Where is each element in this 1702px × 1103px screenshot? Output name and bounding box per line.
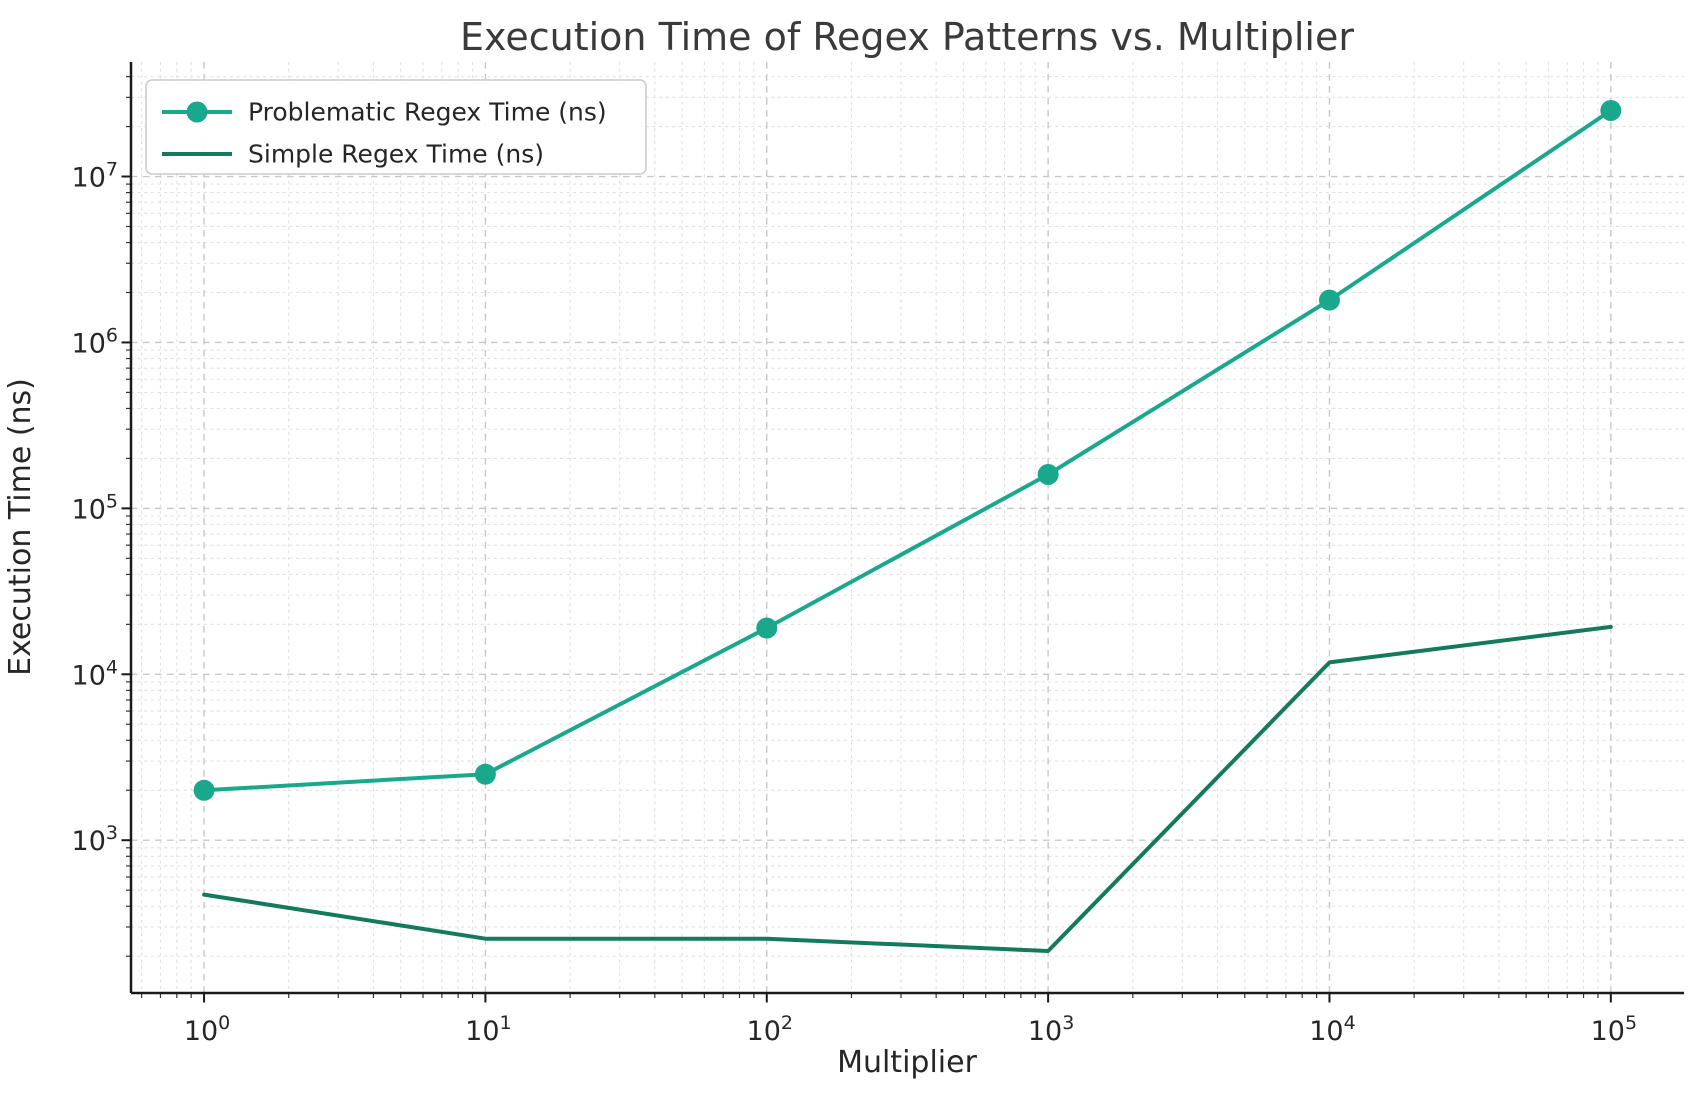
x-tick-label: 100 [184,1012,230,1047]
data-point-marker [1318,289,1340,311]
series-line-0 [202,108,1613,793]
y-tick-label: 104 [72,656,118,691]
x-tick-label: 105 [1591,1012,1637,1047]
y-tick-label: 106 [72,324,118,359]
legend-sample-marker-circle [186,101,208,123]
y-axis-label: Execution Time (ns) [3,378,38,676]
series-line-1 [202,624,1613,953]
data-point-marker [1600,99,1622,121]
series-layer [193,99,1622,953]
tick-layer: 100 101 102 103 104 105 103 104 105 106 107 [72,76,1637,1047]
x-tick-label: 103 [1028,1012,1074,1047]
y-tick-label: 103 [72,822,118,857]
legend-label-simple: Simple Regex Time (ns) [248,140,544,169]
legend: Problematic Regex Time (ns) Simple Regex… [145,79,647,175]
y-tick-label: 107 [72,159,118,194]
y-tick-label: 105 [72,490,118,525]
data-point-marker [756,617,778,639]
data-point-marker [193,779,215,801]
x-axis-label: Multiplier [837,1045,978,1080]
x-tick-label: 102 [747,1012,793,1047]
x-tick-label: 101 [465,1012,511,1047]
data-point-marker [474,763,496,785]
legend-box [145,79,647,175]
data-point-marker [1037,463,1059,485]
legend-label-problematic: Problematic Regex Time (ns) [248,98,607,127]
grid-layer [131,62,1684,993]
x-tick-label: 104 [1309,1012,1355,1047]
chart-title: Execution Time of Regex Patterns vs. Mul… [460,15,1354,59]
